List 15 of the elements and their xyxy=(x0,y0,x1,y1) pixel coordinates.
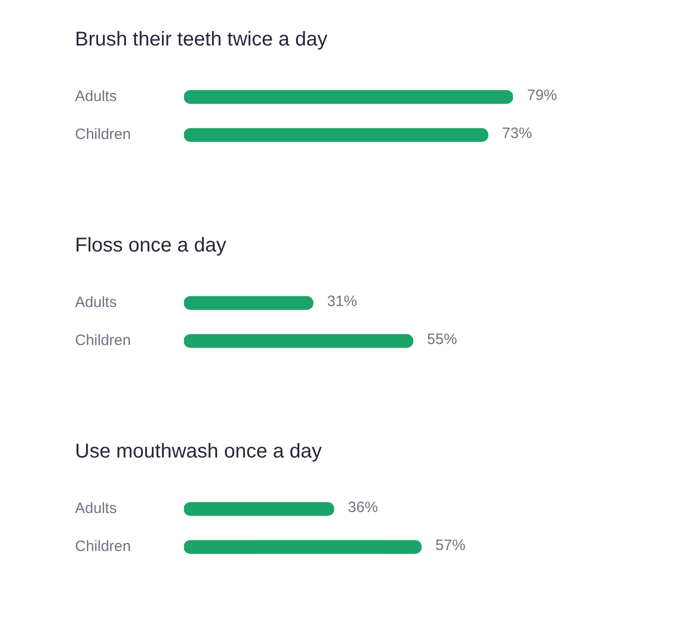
chart-title: Floss once a day xyxy=(75,234,226,257)
data-label: 36% xyxy=(348,499,378,516)
y-tick-label: Adults xyxy=(75,88,117,106)
data-label: 57% xyxy=(435,537,466,554)
y-tick-label: Children xyxy=(75,538,131,556)
data-label: 55% xyxy=(427,331,458,348)
y-tick-label: Children xyxy=(75,332,131,350)
y-tick-label: Children xyxy=(75,126,131,144)
data-label: 79% xyxy=(527,87,558,104)
chart-title: Brush their teeth twice a day xyxy=(75,28,328,51)
data-label: 73% xyxy=(502,125,532,142)
chart-title: Use mouthwash once a day xyxy=(75,440,322,463)
y-tick-label: Adults xyxy=(75,294,117,312)
data-label: 31% xyxy=(327,293,358,310)
y-tick-label: Adults xyxy=(75,500,117,518)
